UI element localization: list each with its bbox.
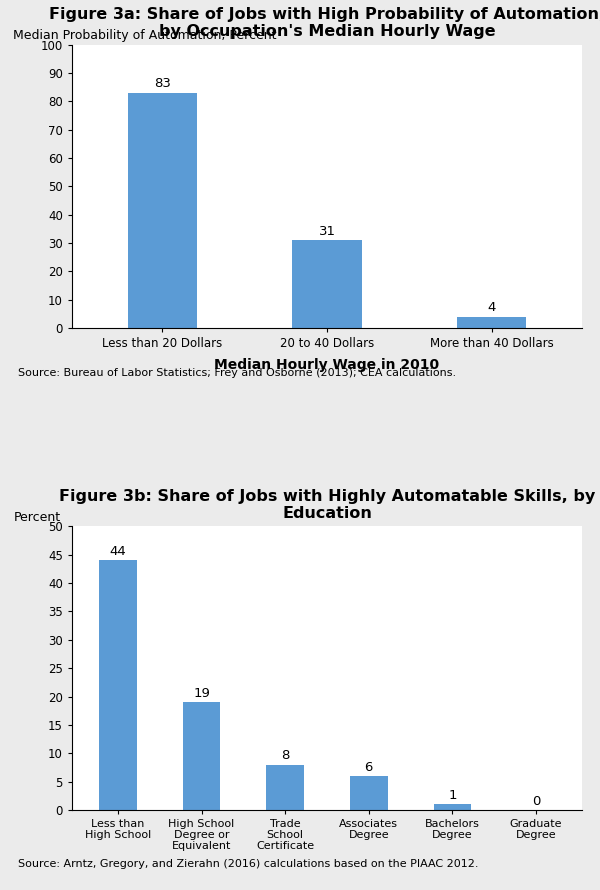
Text: Source: Arntz, Gregory, and Zierahn (2016) calculations based on the PIAAC 2012.: Source: Arntz, Gregory, and Zierahn (201… [18,859,479,869]
Bar [99,561,137,810]
Text: 19: 19 [193,687,210,700]
Bar [350,776,388,810]
Text: 4: 4 [487,302,496,314]
Title: Figure 3b: Share of Jobs with Highly Automatable Skills, by
Education: Figure 3b: Share of Jobs with Highly Aut… [59,489,595,521]
Text: 8: 8 [281,749,289,762]
Bar [183,702,220,810]
Title: Figure 3a: Share of Jobs with High Probability of Automation,
by Occupation's Me: Figure 3a: Share of Jobs with High Proba… [49,7,600,39]
Text: 1: 1 [448,789,457,802]
Text: 83: 83 [154,77,171,91]
Bar [457,317,526,328]
Bar [434,805,471,810]
Text: Percent: Percent [13,511,61,523]
Bar [128,93,197,328]
Text: Source: Bureau of Labor Statistics; Frey and Osborne (2013); CEA calculations.: Source: Bureau of Labor Statistics; Frey… [18,368,456,378]
Text: Median Probability of Automation, Percent: Median Probability of Automation, Percen… [13,28,277,42]
X-axis label: Median Hourly Wage in 2010: Median Hourly Wage in 2010 [214,359,440,372]
Text: 31: 31 [319,225,335,238]
Text: 6: 6 [365,761,373,773]
Bar [266,765,304,810]
Text: 0: 0 [532,795,540,807]
Bar [292,240,362,328]
Text: 44: 44 [110,546,127,558]
